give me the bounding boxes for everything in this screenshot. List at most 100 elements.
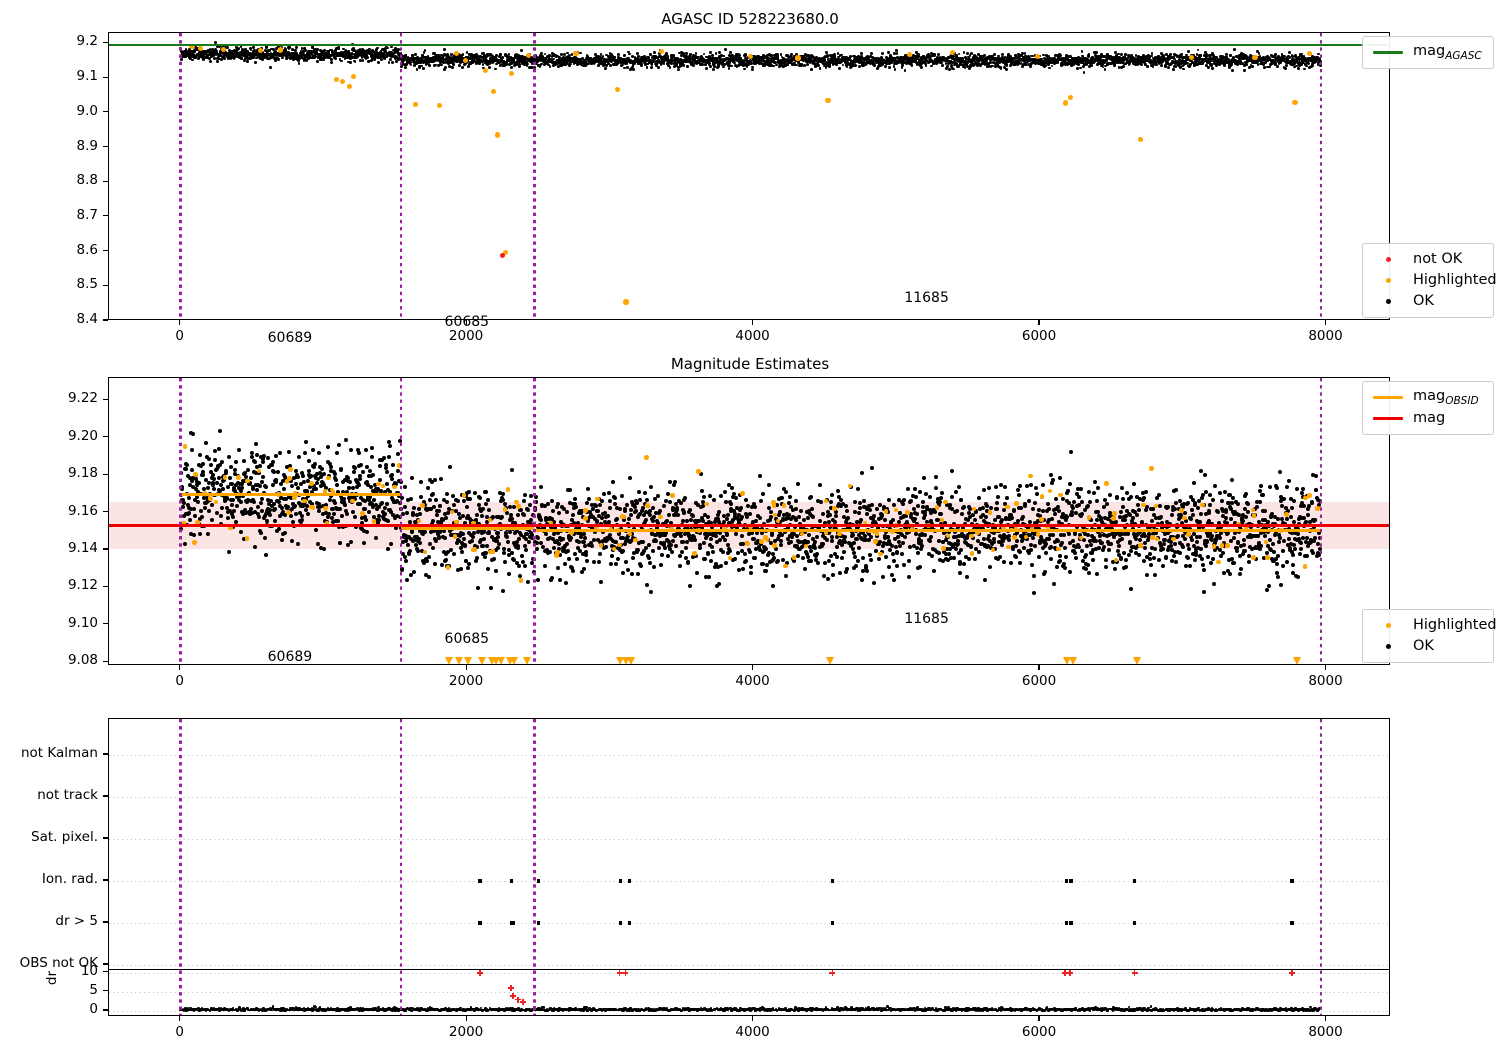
data-point-ok: [300, 517, 305, 522]
data-point-highlighted: [494, 132, 500, 138]
data-point-ok: [717, 65, 720, 68]
data-point-ok: [255, 51, 259, 55]
data-point-ok: [243, 58, 246, 62]
data-point-ok: [366, 50, 370, 54]
data-point-highlighted: [491, 88, 497, 94]
data-point-ok: [403, 485, 408, 490]
data-point-ok: [193, 49, 197, 53]
data-point-ok: [296, 53, 300, 57]
data-point-ok: [345, 51, 349, 55]
data-point-ok: [316, 52, 319, 56]
data-point-ok: [315, 48, 319, 52]
data-point-ok: [353, 49, 356, 53]
data-point-ok: [467, 561, 472, 566]
data-point-ok: [751, 67, 754, 71]
data-point-highlighted: [193, 471, 198, 477]
data-point-ok: [480, 507, 485, 512]
data-point-ok: [1206, 66, 1210, 70]
data-point-ok: [310, 52, 314, 56]
data-point-ok: [436, 508, 441, 513]
data-point-ok: [338, 58, 342, 61]
data-point-ok: [208, 51, 212, 55]
data-point-ok: [273, 480, 278, 485]
data-point-highlighted: [302, 498, 307, 504]
data-point-ok: [708, 64, 712, 68]
data-point-ok: [386, 454, 391, 459]
data-point-ok: [645, 66, 649, 69]
data-point-ok: [230, 56, 234, 59]
data-point-ok: [1196, 48, 1200, 52]
data-point-ok: [306, 459, 311, 464]
data-point-ok: [242, 54, 246, 58]
data-point-ok: [294, 46, 298, 49]
data-point-ok: [206, 56, 210, 60]
data-point-ok: [307, 468, 312, 473]
data-point-ok: [213, 40, 217, 44]
data-point-ok: [257, 484, 262, 489]
data-point-ok: [307, 57, 311, 61]
data-point-ok: [297, 59, 301, 63]
data-point-ok: [407, 549, 412, 554]
data-point-ok: [702, 52, 706, 56]
data-point-ok: [910, 63, 914, 67]
data-point-ok: [202, 55, 206, 59]
data-point-ok: [214, 511, 219, 516]
data-point-ok: [313, 461, 318, 466]
data-point-ok: [381, 55, 385, 58]
data-point-ok: [364, 57, 368, 61]
data-point-ok: [340, 52, 344, 56]
data-point-ok: [426, 486, 431, 491]
data-point-ok: [251, 50, 255, 54]
data-point-ok: [657, 66, 661, 70]
data-point-ok: [379, 49, 383, 53]
data-point-ok: [404, 510, 409, 515]
data-point-ok: [296, 455, 301, 460]
data-point-ok: [289, 539, 294, 544]
data-point-ok: [919, 65, 923, 69]
data-point-ok: [223, 51, 227, 55]
panel-magnitude-estimates: [108, 377, 1390, 665]
data-point-ok: [837, 66, 841, 70]
data-point-ok: [348, 53, 352, 56]
data-point-ok: [828, 64, 832, 68]
data-point-ok: [390, 462, 395, 467]
data-point-ok: [209, 463, 214, 468]
data-point-ok: [237, 47, 241, 50]
data-point-ok: [199, 515, 204, 520]
data-point-ok: [895, 52, 899, 55]
data-point-ok: [259, 496, 264, 501]
data-point-ok: [286, 51, 290, 54]
data-point-ok: [209, 518, 214, 523]
data-point-ok: [1275, 64, 1279, 68]
data-point-ok: [380, 51, 383, 55]
data-point-ok: [317, 450, 322, 455]
data-point-ok: [358, 52, 362, 56]
mag-agasc-line: [109, 43, 1389, 47]
data-point-highlighted: [453, 519, 459, 525]
data-point-ok: [1232, 48, 1236, 52]
data-point-ok: [379, 58, 383, 62]
data-point-ok: [353, 53, 357, 57]
data-point-ok: [223, 56, 226, 60]
data-point-ok: [285, 50, 289, 54]
data-point-ok: [520, 49, 524, 52]
data-point-ok: [376, 518, 381, 523]
data-point-ok: [362, 55, 366, 59]
data-point-ok: [347, 60, 350, 64]
data-point-ok: [330, 57, 334, 61]
data-point-ok: [316, 56, 320, 60]
data-point-ok: [280, 56, 284, 60]
data-point-ok: [903, 68, 907, 72]
data-point-ok: [240, 57, 244, 60]
data-point-ok: [1285, 64, 1288, 67]
data-point-ok: [461, 537, 466, 542]
data-point-ok: [202, 58, 206, 61]
data-point-ok: [369, 51, 372, 54]
data-point-ok: [365, 56, 369, 60]
data-point-ok: [298, 57, 301, 61]
data-point-ok: [243, 57, 247, 60]
data-point-highlighted: [192, 539, 197, 545]
data-point-ok: [421, 67, 425, 70]
data-point-ok: [204, 441, 209, 446]
data-point-ok: [374, 54, 378, 58]
